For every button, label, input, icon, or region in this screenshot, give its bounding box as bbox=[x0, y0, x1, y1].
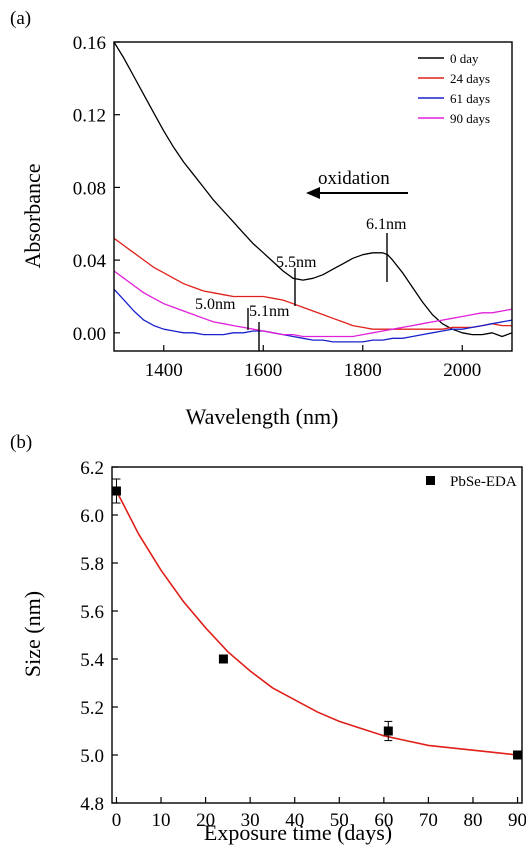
panel-b-y-tick-label: 5.8 bbox=[80, 554, 104, 575]
panel-a-y-tick-label: 0.00 bbox=[73, 324, 106, 345]
panel-a-series-line-1 bbox=[113, 237, 512, 330]
panel-b-y-tick-label: 4.8 bbox=[80, 794, 104, 815]
panel-a-x-tick-label: 2000 bbox=[443, 360, 481, 381]
panel-a-x-axis-label: Wavelength (nm) bbox=[186, 404, 339, 429]
panel-a-y-tick-label: 0.12 bbox=[73, 106, 106, 127]
annotation-6-1nm: 6.1nm bbox=[366, 216, 407, 233]
panel-b-x-tick-label: 10 bbox=[152, 810, 171, 831]
panel-a-series-line-3 bbox=[113, 270, 513, 338]
panel-a-y-tick-label: 0.16 bbox=[73, 33, 106, 54]
oxidation-label: oxidation bbox=[318, 168, 390, 189]
annotation-5-5nm: 5.5nm bbox=[276, 254, 317, 271]
panel-b-x-tick-label: 30 bbox=[241, 810, 260, 831]
panel-b-x-tick-label: 40 bbox=[285, 810, 304, 831]
panel-b-y-tick-label: 6.0 bbox=[80, 506, 104, 527]
panel-b-y-tick-label: 5.2 bbox=[80, 698, 104, 719]
panel-b-y-tick-label: 5.4 bbox=[80, 650, 104, 671]
panel-a-x-tick-label: 1800 bbox=[344, 360, 382, 381]
panel-a-legend-label-0: 0 day bbox=[450, 51, 479, 66]
panel-b-x-tick-label: 50 bbox=[330, 810, 349, 831]
panel-b-legend-marker bbox=[426, 476, 435, 485]
panel-b-size-chart: (b) Exposure time (days) Size (nm) 0 10 20… bbox=[10, 432, 526, 845]
panel-a-legend: 0 day 24 days 61 days 90 days bbox=[418, 51, 490, 126]
annotation-5-1nm: 5.1nm bbox=[249, 303, 290, 320]
panel-b-x-tick-label: 90 bbox=[508, 810, 526, 831]
panel-a-x-tick-label: 1400 bbox=[145, 360, 183, 381]
panel-a-y-axis-label: Absorbance bbox=[20, 163, 45, 268]
panel-b-plot-frame bbox=[111, 466, 523, 804]
panel-b-data-point bbox=[513, 750, 523, 760]
panel-b-data-point bbox=[383, 726, 393, 736]
panel-b-y-axis-label: Size (nm) bbox=[20, 591, 45, 677]
panel-a-y-tick-label: 0.04 bbox=[73, 251, 107, 272]
panel-b-x-tick-label: 80 bbox=[463, 810, 482, 831]
panel-a-series-line-2 bbox=[113, 288, 513, 343]
panel-b-y-tick-label: 5.6 bbox=[80, 602, 104, 623]
panel-a-legend-label-2: 61 days bbox=[450, 91, 490, 106]
panel-a-x-tick-label: 1600 bbox=[244, 360, 282, 381]
panel-b-label: (b) bbox=[10, 432, 32, 453]
panel-a-plot-frame bbox=[113, 41, 513, 352]
panel-a-absorbance-chart: (a) Wavelength (nm) Absorbance 1400 1600 1… bbox=[10, 8, 513, 429]
panel-b-data-point bbox=[111, 486, 121, 496]
panel-b-y-tick-label: 5.0 bbox=[80, 746, 104, 767]
panel-b-x-tick-label: 20 bbox=[196, 810, 215, 831]
panel-b-x-tick-label: 60 bbox=[374, 810, 393, 831]
panel-a-legend-label-1: 24 days bbox=[450, 71, 490, 86]
annotation-5-0nm: 5.0nm bbox=[195, 296, 236, 313]
panel-b-x-tick-label: 0 bbox=[112, 810, 122, 831]
panel-a-y-tick-label: 0.08 bbox=[73, 178, 106, 199]
panel-b-y-tick-label: 6.2 bbox=[80, 458, 104, 479]
panel-b-fit-curve bbox=[115, 490, 518, 756]
panel-b-x-axis-label: Exposure time (days) bbox=[204, 820, 392, 845]
panel-b-data-point bbox=[218, 654, 228, 664]
panel-b-legend: PbSe-EDA bbox=[426, 474, 517, 490]
panel-b-x-tick-label: 70 bbox=[419, 810, 438, 831]
panel-a-series-line-0 bbox=[113, 41, 513, 338]
panel-a-legend-label-3: 90 days bbox=[450, 111, 490, 126]
panel-a-label: (a) bbox=[10, 8, 31, 29]
oxidation-arrow-head bbox=[306, 187, 320, 199]
panel-b-legend-label: PbSe-EDA bbox=[450, 474, 517, 490]
